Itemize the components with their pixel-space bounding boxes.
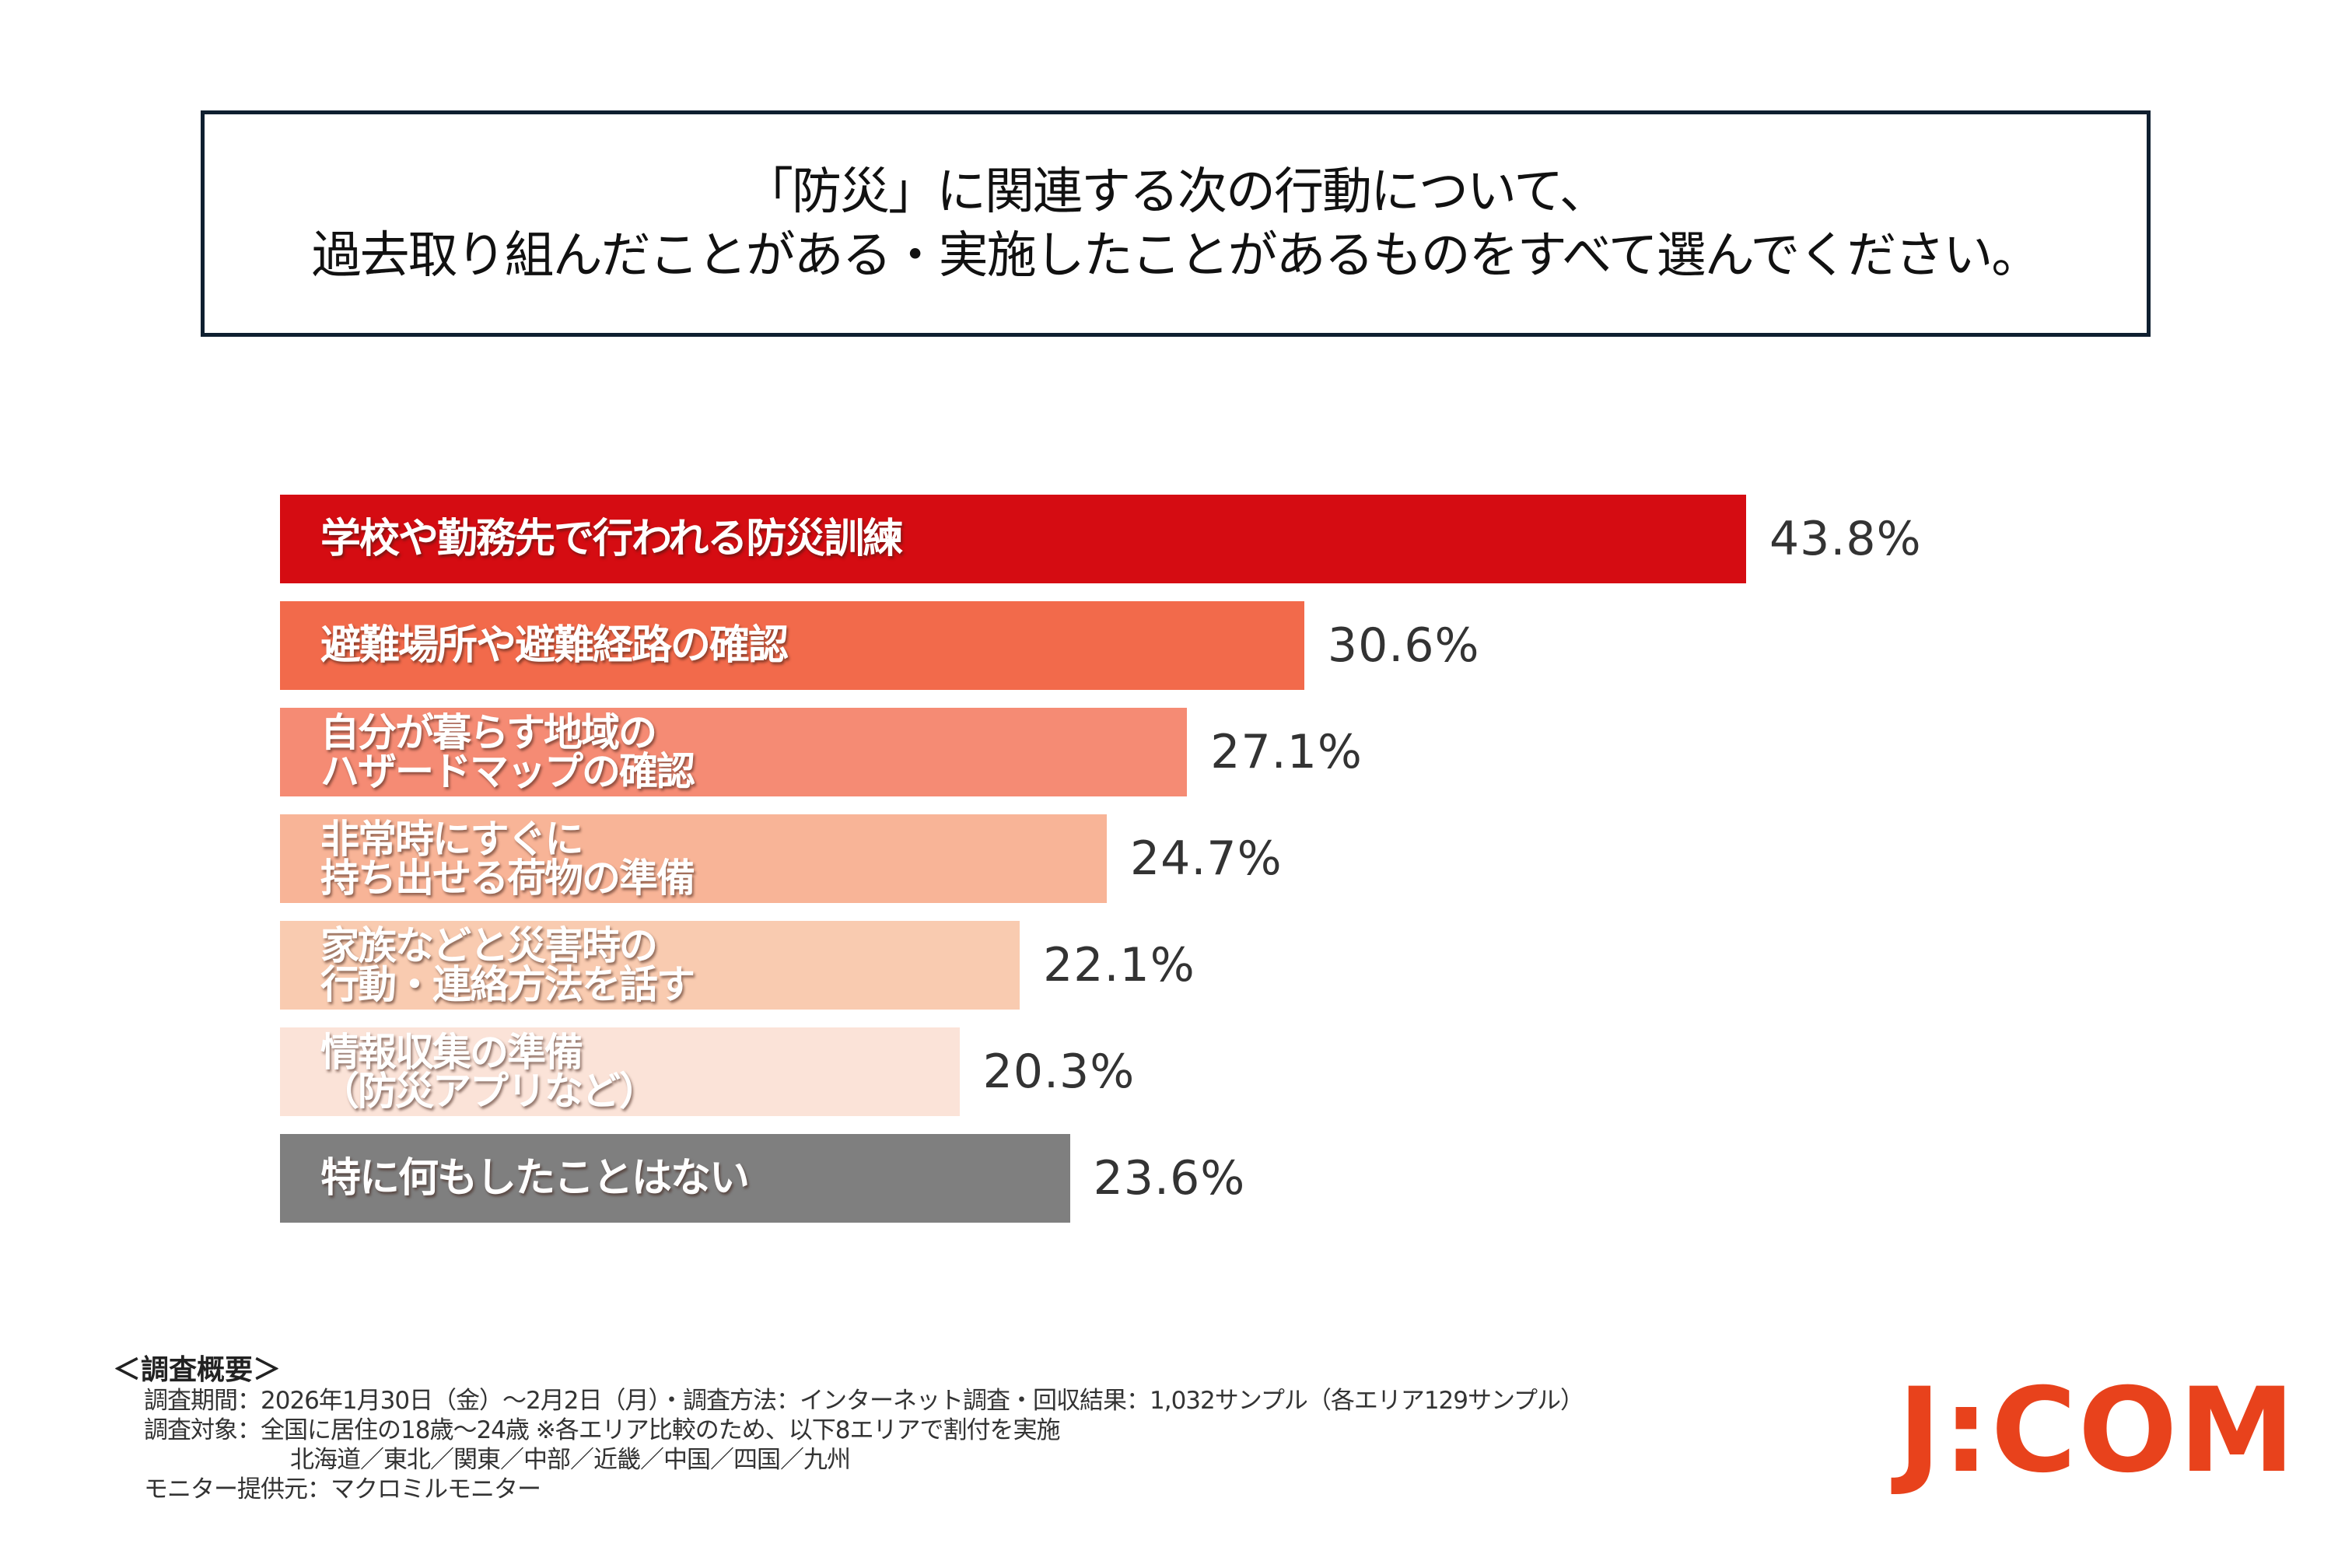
bar-label-1: 学校や勤務先で行われる防災訓練 — [320, 516, 903, 562]
bar-label-4: 非常時にすぐに 持ち出せる荷物の準備 — [320, 817, 695, 901]
bar-5 — [280, 921, 1020, 1010]
bar-label-6: 情報収集の準備 （防災アプリなど） — [320, 1030, 658, 1114]
bar-1 — [280, 495, 1746, 583]
survey-summary-heading: ＜調査概要＞ — [113, 1354, 282, 1386]
bar-2 — [280, 601, 1304, 690]
value-label-5: 22.1% — [1043, 938, 1195, 992]
survey-summary: ＜調査概要＞ 調査期間：2026年1月30日（金）～2月2日（月）・調査方法：イ… — [113, 1355, 1584, 1504]
value-label-4: 24.7% — [1130, 831, 1283, 886]
survey-period: 調査期間：2026年1月30日（金）～2月2日（月）・調査方法：インターネット調… — [144, 1387, 1584, 1415]
question-box: 「防災」に関連する次の行動について、 過去取り組んだことがある・実施したことがあ… — [201, 110, 2151, 337]
bar-4 — [280, 814, 1107, 903]
survey-target: 調査対象：全国に居住の18歳～24歳 ※各エリア比較のため、以下8エリアで割付を… — [144, 1416, 1060, 1444]
question-line-2: 過去取り組んだことがある・実施したことがあるものをすべて選んでください。 — [311, 226, 2042, 285]
bar-chart: 学校や勤務先で行われる防災訓練 43.8% 避難場所や避難経路の確認 30.6% 自分が… — [280, 495, 1922, 1223]
jcom-logo: J:COM — [1898, 1363, 2297, 1499]
bar-6 — [280, 1027, 960, 1116]
bar-label-5: 家族などと災害時の 行動・連絡方法を話す — [320, 923, 695, 1007]
bar-3 — [280, 708, 1188, 796]
value-label-3: 27.1% — [1210, 725, 1363, 779]
survey-regions: 北海道／東北／関東／中部／近畿／中国／四国／九州 — [290, 1446, 851, 1474]
survey-provider: モニター提供元：マクロミルモニター — [144, 1475, 541, 1503]
value-label-7: 23.6% — [1093, 1151, 1246, 1206]
bar-7 — [280, 1134, 1070, 1223]
question-line-1: 「防災」に関連する次の行動について、 — [744, 163, 1609, 221]
bar-label-2: 避難場所や避難経路の確認 — [320, 622, 789, 669]
bar-label-7: 特に何もしたことはない — [320, 1155, 750, 1202]
bar-label-3: 自分が暮らす地域の ハザードマップの確認 — [320, 710, 695, 794]
value-label-1: 43.8% — [1769, 512, 1922, 566]
value-label-2: 30.6% — [1327, 618, 1480, 673]
value-label-6: 20.3% — [982, 1045, 1136, 1099]
